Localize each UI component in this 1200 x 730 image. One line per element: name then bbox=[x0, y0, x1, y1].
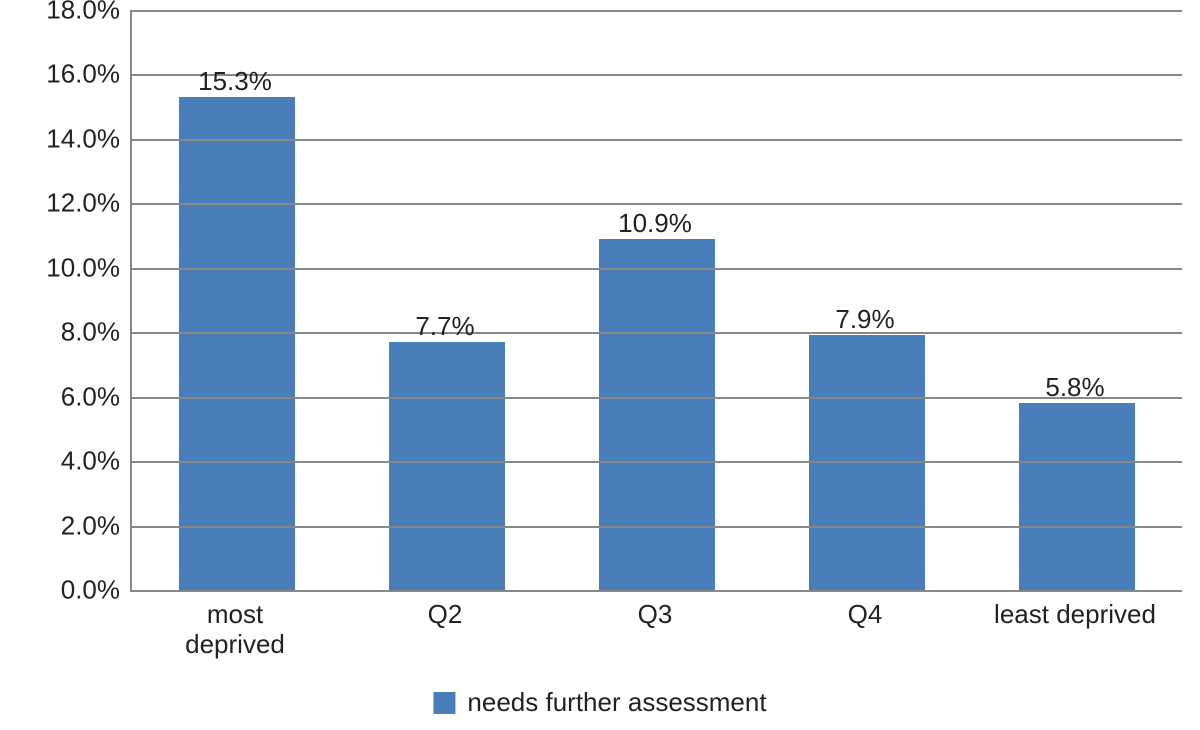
gridline bbox=[132, 203, 1182, 205]
x-tick-label: mostdeprived bbox=[130, 600, 340, 660]
bar-value-label: 10.9% bbox=[555, 208, 755, 239]
legend: needs further assessment bbox=[433, 687, 766, 718]
plot-area bbox=[130, 10, 1182, 592]
gridline bbox=[132, 461, 1182, 463]
gridline bbox=[132, 332, 1182, 334]
y-tick-label: 16.0% bbox=[10, 59, 120, 90]
bar-chart: needs further assessment 0.0% 2.0% 4.0% 6.0… bbox=[0, 0, 1200, 730]
y-tick-label: 10.0% bbox=[10, 252, 120, 283]
bar-value-label: 15.3% bbox=[135, 66, 335, 97]
bar bbox=[599, 239, 715, 590]
legend-label: needs further assessment bbox=[467, 687, 766, 718]
legend-swatch bbox=[433, 692, 455, 714]
gridline bbox=[132, 139, 1182, 141]
bar-value-label: 5.8% bbox=[975, 372, 1175, 403]
y-tick-label: 12.0% bbox=[10, 188, 120, 219]
x-tick-label: least deprived bbox=[970, 600, 1180, 630]
gridline bbox=[132, 268, 1182, 270]
bar-value-label: 7.9% bbox=[765, 304, 965, 335]
bar bbox=[389, 342, 505, 590]
x-tick-label: Q2 bbox=[340, 600, 550, 630]
y-tick-label: 6.0% bbox=[10, 381, 120, 412]
y-tick-label: 8.0% bbox=[10, 317, 120, 348]
y-tick-label: 4.0% bbox=[10, 446, 120, 477]
bar bbox=[1019, 403, 1135, 590]
y-tick-label: 0.0% bbox=[10, 575, 120, 606]
bar bbox=[179, 97, 295, 590]
x-tick-label: Q3 bbox=[550, 600, 760, 630]
bars-layer bbox=[132, 10, 1182, 590]
gridline bbox=[132, 526, 1182, 528]
y-tick-label: 14.0% bbox=[10, 123, 120, 154]
y-tick-label: 2.0% bbox=[10, 510, 120, 541]
bar-value-label: 7.7% bbox=[345, 311, 545, 342]
gridline bbox=[132, 10, 1182, 12]
x-tick-label: Q4 bbox=[760, 600, 970, 630]
y-tick-label: 18.0% bbox=[10, 0, 120, 26]
